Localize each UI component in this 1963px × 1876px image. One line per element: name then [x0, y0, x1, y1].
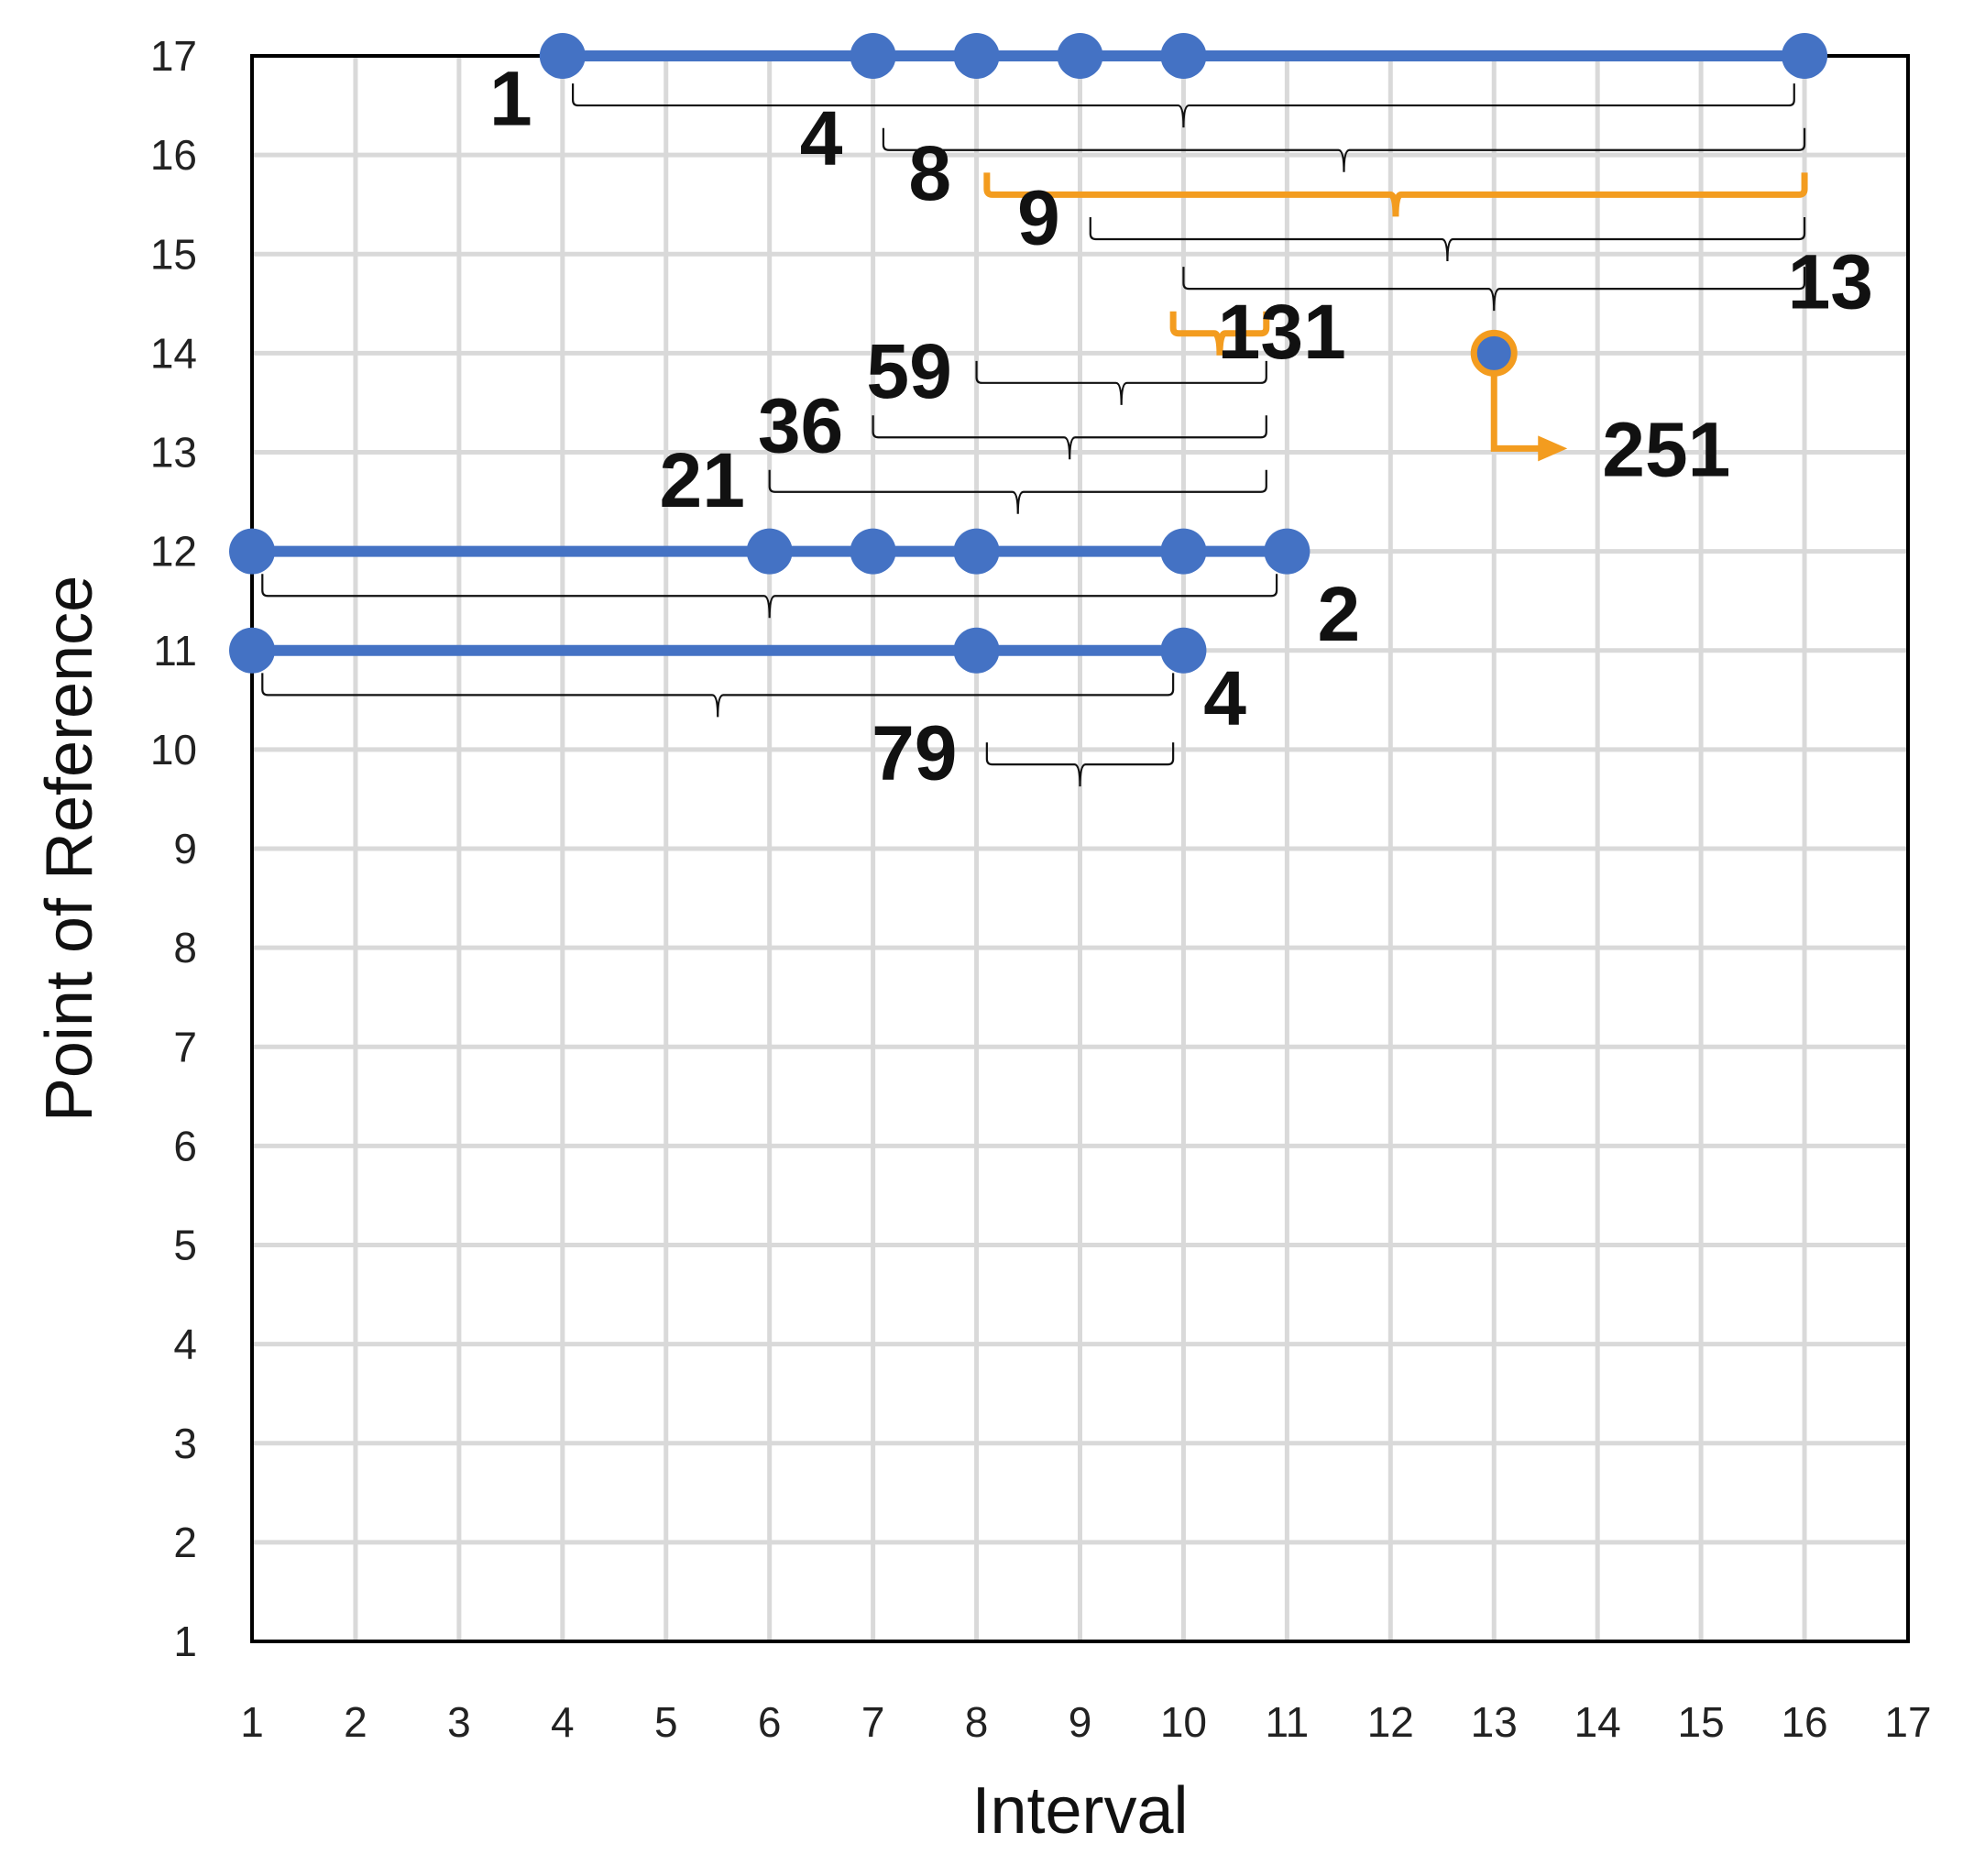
y-tick-label: 4 [173, 1321, 197, 1368]
bracket-label: 4 [800, 95, 843, 181]
data-point [850, 528, 896, 575]
bracket-label: 9 [1017, 174, 1060, 260]
y-tick-label: 15 [150, 230, 197, 278]
y-tick-label: 8 [173, 924, 197, 971]
x-tick-label: 6 [758, 1698, 782, 1746]
x-tick-label: 2 [344, 1698, 367, 1746]
x-tick-label: 16 [1781, 1698, 1827, 1746]
y-tick-label: 7 [173, 1023, 197, 1070]
y-tick-label: 9 [173, 825, 197, 872]
y-tick-label: 1 [173, 1618, 197, 1665]
x-tick-label: 17 [1884, 1698, 1931, 1746]
grid-layer [252, 56, 1908, 1641]
x-tick-label: 1 [240, 1698, 264, 1746]
x-tick-label: 13 [1471, 1698, 1518, 1746]
arrow-head [1538, 435, 1568, 462]
x-tick-label: 8 [965, 1698, 989, 1746]
bracket [261, 574, 1278, 619]
y-tick-label: 16 [150, 131, 197, 179]
y-tick-label: 10 [150, 726, 197, 773]
data-point [1782, 33, 1828, 79]
arrow-line [1490, 375, 1542, 452]
data-point [1057, 33, 1103, 79]
bracket [872, 415, 1267, 460]
x-axis-ticks: 1 2 3 4 5 6 7 8 9 10 11 12 13 14 15 16 17 [240, 1698, 1931, 1746]
data-point [1160, 627, 1207, 674]
x-tick-label: 11 [1265, 1698, 1309, 1746]
x-axis-title: Interval [971, 1774, 1188, 1848]
bracket-label: 131 [1218, 289, 1346, 375]
data-point [1160, 33, 1207, 79]
bracket-label: 1 [489, 56, 532, 142]
x-tick-label: 10 [1160, 1698, 1207, 1746]
bracket [983, 172, 1808, 217]
y-tick-label: 12 [150, 528, 197, 576]
data-point [953, 33, 1000, 79]
data-point [746, 528, 793, 575]
x-tick-label: 3 [447, 1698, 471, 1746]
data-point [850, 33, 896, 79]
bracket-label: 4 [1203, 655, 1246, 741]
data-point [229, 627, 275, 674]
y-tick-label: 6 [173, 1122, 197, 1169]
highlight-point [1470, 329, 1518, 377]
highlight-layer: 251 [1470, 329, 1730, 492]
x-tick-label: 7 [861, 1698, 885, 1746]
data-point [1160, 528, 1207, 575]
data-point [953, 627, 1000, 674]
data-point [229, 528, 275, 575]
y-tick-label: 17 [150, 32, 197, 80]
bracket-label: 36 [758, 383, 843, 469]
y-axis-title: Point of Reference [33, 576, 106, 1122]
x-tick-label: 15 [1678, 1698, 1725, 1746]
bracket-label: 21 [660, 437, 745, 523]
bracket-label: 79 [872, 709, 957, 795]
y-tick-label: 14 [150, 329, 197, 377]
y-tick-label: 3 [173, 1420, 197, 1467]
bracket-label: 2 [1317, 571, 1360, 657]
x-tick-label: 4 [551, 1698, 575, 1746]
x-tick-label: 12 [1367, 1698, 1414, 1746]
bracket [1169, 311, 1270, 356]
data-point [953, 528, 1000, 575]
x-tick-label: 14 [1574, 1698, 1621, 1746]
bracket [261, 673, 1175, 718]
data-point [1264, 528, 1310, 575]
y-tick-label: 5 [173, 1222, 197, 1269]
bracket-label: 13 [1788, 239, 1873, 325]
bracket-label: 8 [908, 130, 951, 216]
bracket [768, 469, 1267, 514]
series-layer [229, 33, 1828, 674]
bracket [1089, 217, 1806, 262]
bracket [882, 127, 1806, 172]
data-point [539, 33, 586, 79]
highlight-label: 251 [1602, 406, 1730, 492]
y-tick-label: 2 [173, 1519, 197, 1566]
x-tick-label: 5 [654, 1698, 678, 1746]
y-tick-label: 13 [150, 429, 197, 477]
x-tick-label: 9 [1069, 1698, 1092, 1746]
y-tick-label: 11 [153, 627, 197, 675]
bracket-label: 59 [866, 328, 951, 414]
